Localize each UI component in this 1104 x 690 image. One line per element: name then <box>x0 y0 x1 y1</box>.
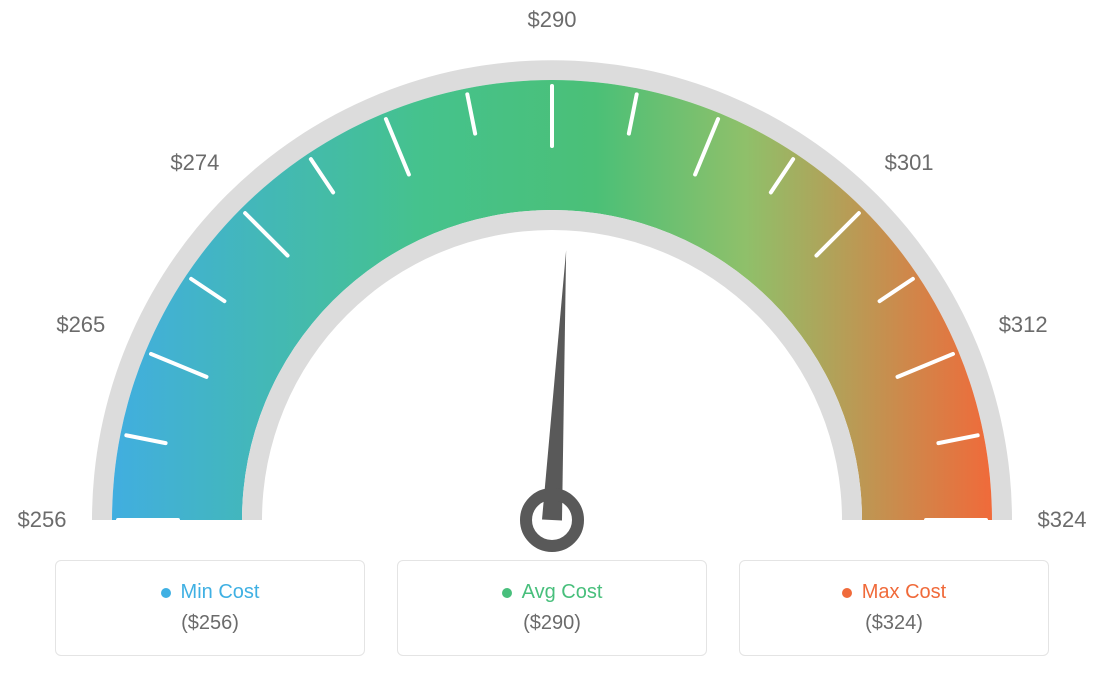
legend-avg-value: ($290) <box>523 612 581 635</box>
legend-max-label: Max Cost <box>862 581 946 604</box>
legend-min-label: Min Cost <box>181 581 260 604</box>
gauge-chart: $256 $265 $274 $290 $301 $312 $324 <box>0 0 1104 560</box>
legend-max-value: ($324) <box>865 612 923 635</box>
legend-card-avg: Avg Cost ($290) <box>397 560 707 656</box>
legend-max-top: Max Cost <box>842 581 946 604</box>
legend-card-min: Min Cost ($256) <box>55 560 365 656</box>
dot-max <box>842 588 852 598</box>
gauge-tick-label: $274 <box>170 150 219 176</box>
legend-card-max: Max Cost ($324) <box>739 560 1049 656</box>
legend-row: Min Cost ($256) Avg Cost ($290) Max Cost… <box>0 560 1104 656</box>
gauge-tick-label: $312 <box>999 312 1048 338</box>
gauge-tick-label: $290 <box>528 7 577 33</box>
legend-avg-top: Avg Cost <box>502 581 603 604</box>
gauge-tick-label: $265 <box>56 312 105 338</box>
dot-avg <box>502 588 512 598</box>
legend-avg-label: Avg Cost <box>522 581 603 604</box>
legend-min-value: ($256) <box>181 612 239 635</box>
gauge-tick-label: $324 <box>1038 507 1087 533</box>
gauge-tick-label: $301 <box>885 150 934 176</box>
gauge-svg <box>0 0 1104 560</box>
gauge-tick-label: $256 <box>18 507 67 533</box>
legend-min-top: Min Cost <box>161 581 260 604</box>
dot-min <box>161 588 171 598</box>
